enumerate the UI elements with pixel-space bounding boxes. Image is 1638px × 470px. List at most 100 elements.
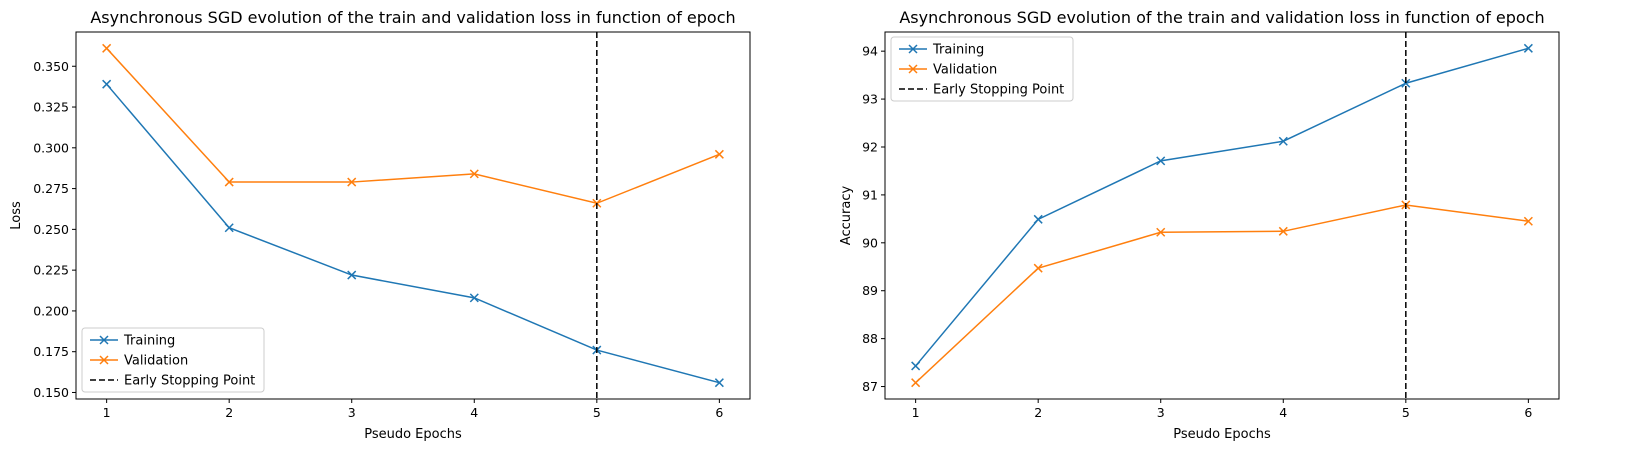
accuracy-series-training-point <box>1523 43 1533 53</box>
accuracy-legend-entry-training-marker <box>908 44 918 54</box>
loss-y-tick-label: 0.275 <box>33 181 69 196</box>
accuracy-legend-entry-validation-label: Validation <box>933 63 997 78</box>
loss-series-validation-point-stroke-b <box>714 149 724 159</box>
accuracy-x-tick-label: 4 <box>1279 405 1287 420</box>
loss-series-validation-line <box>106 47 720 205</box>
accuracy-series-training-point <box>911 361 921 371</box>
loss-series-training-point <box>714 378 724 388</box>
accuracy-series-training-point-stroke-b <box>1523 43 1533 53</box>
accuracy-series-validation-point-stroke-b <box>1523 216 1533 226</box>
accuracy-x-tick-label: 6 <box>1524 405 1532 420</box>
loss-x-tick-label: 6 <box>715 405 723 420</box>
loss-series-validation-point <box>347 177 357 187</box>
loss-legend-entry-training-marker <box>99 335 109 345</box>
loss-legend-entry-early-stopping-point-label: Early Stopping Point <box>124 374 255 389</box>
loss-chart-svg: Asynchronous SGD evolution of the train … <box>9 8 751 442</box>
accuracy-chart-svg: Asynchronous SGD evolution of the train … <box>839 8 1560 442</box>
accuracy-series-training-point-stroke-b <box>1156 156 1166 166</box>
accuracy-x-axis-label: Pseudo Epochs <box>1173 427 1271 442</box>
loss-series-training-point-stroke-b <box>224 223 234 233</box>
loss-x-tick-label: 3 <box>348 405 356 420</box>
loss-series-training-point <box>102 79 112 89</box>
accuracy-chart-title: Asynchronous SGD evolution of the train … <box>899 8 1544 27</box>
accuracy-series-training-point <box>1033 214 1043 224</box>
loss-y-axis-label: Loss <box>9 201 24 230</box>
loss-y-tick-label: 0.300 <box>33 140 69 155</box>
loss-chart: Asynchronous SGD evolution of the train … <box>9 8 751 442</box>
accuracy-y-tick-label: 87 <box>862 379 878 394</box>
loss-legend-entry-training-marker-stroke-b <box>99 335 109 345</box>
accuracy-series-training-point-stroke-b <box>1278 136 1288 146</box>
loss-plot-frame <box>75 31 751 400</box>
accuracy-legend-box <box>890 36 1074 102</box>
loss-x-axis-label: Pseudo Epochs <box>364 427 462 442</box>
loss-series-validation-point <box>714 149 724 159</box>
loss-legend-entry-training-label: Training <box>123 334 175 349</box>
loss-series-training-point <box>347 270 357 280</box>
accuracy-legend: Training Validation Early Stopping Point <box>890 36 1074 102</box>
loss-y-tick-label: 0.200 <box>33 303 69 318</box>
loss-series-validation-point <box>102 43 112 53</box>
loss-series-validation-point <box>469 169 479 179</box>
loss-legend: Training Validation Early Stopping Point <box>81 327 265 393</box>
loss-series-training-point-stroke-b <box>102 79 112 89</box>
accuracy-series-training-point <box>1401 78 1411 88</box>
accuracy-x-tick-label: 3 <box>1157 405 1165 420</box>
accuracy-series-training-point-stroke-b <box>1401 78 1411 88</box>
accuracy-series-validation-line <box>915 204 1529 384</box>
loss-series-validation-point <box>224 177 234 187</box>
accuracy-series-validation-point-stroke-b <box>1033 263 1043 273</box>
loss-series-training-point-stroke-b <box>347 270 357 280</box>
accuracy-series-training-point-stroke-b <box>1033 214 1043 224</box>
loss-series-training-point-stroke-b <box>714 378 724 388</box>
accuracy-y-tick-label: 91 <box>862 187 878 202</box>
loss-series-validation-point-stroke-b <box>224 177 234 187</box>
loss-y-tick-label: 0.325 <box>33 100 69 115</box>
loss-x-tick-label: 2 <box>225 405 233 420</box>
loss-series-validation-point-stroke-b <box>347 177 357 187</box>
accuracy-series-validation-point <box>911 378 921 388</box>
loss-series-validation-point-stroke-b <box>469 169 479 179</box>
accuracy-legend-entry-early-stopping-point-label: Early Stopping Point <box>933 83 1064 98</box>
accuracy-series-validation-point <box>1523 216 1533 226</box>
accuracy-series-validation-point <box>1156 227 1166 237</box>
accuracy-chart: Asynchronous SGD evolution of the train … <box>819 0 1638 470</box>
accuracy-legend-entry-training-label: Training <box>932 43 984 58</box>
loss-legend-entry-validation-marker-stroke-b <box>99 355 109 365</box>
loss-legend-box <box>81 327 265 393</box>
accuracy-x-tick-label: 2 <box>1034 405 1042 420</box>
accuracy-x-tick-label: 1 <box>912 405 920 420</box>
loss-x-tick-label: 1 <box>103 405 111 420</box>
loss-series-training-point-stroke-b <box>469 293 479 303</box>
accuracy-series-validation-point <box>1278 226 1288 236</box>
loss-series-training-point <box>224 223 234 233</box>
loss-legend-entry-validation-marker <box>99 355 109 365</box>
accuracy-series-validation-point <box>1033 263 1043 273</box>
accuracy-legend-entry-training-marker-stroke-b <box>908 44 918 54</box>
loss-legend-entry-validation-label: Validation <box>124 354 188 369</box>
accuracy-series-validation-point-stroke-b <box>1278 226 1288 236</box>
loss-chart-title: Asynchronous SGD evolution of the train … <box>90 8 735 27</box>
loss-series-training-line <box>106 83 720 384</box>
accuracy-series-training-line <box>915 47 1529 367</box>
accuracy-plot-frame <box>884 31 1560 400</box>
loss-x-tick-label: 5 <box>593 405 601 420</box>
accuracy-legend-entry-validation-marker <box>908 64 918 74</box>
accuracy-series-training-point <box>1156 156 1166 166</box>
loss-y-tick-label: 0.250 <box>33 222 69 237</box>
accuracy-legend-entry-validation-marker-stroke-b <box>908 64 918 74</box>
loss-series-training-point <box>469 293 479 303</box>
accuracy-y-tick-label: 89 <box>862 283 878 298</box>
accuracy-series-validation-point-stroke-b <box>1156 227 1166 237</box>
accuracy-y-tick-label: 88 <box>862 331 878 346</box>
accuracy-y-axis-label: Accuracy <box>839 186 854 246</box>
accuracy-y-tick-label: 90 <box>862 235 878 250</box>
accuracy-series-training-point-stroke-b <box>911 361 921 371</box>
accuracy-x-tick-label: 5 <box>1402 405 1410 420</box>
accuracy-y-tick-label: 94 <box>862 44 878 59</box>
accuracy-series-validation-point-stroke-b <box>911 378 921 388</box>
accuracy-series-training-point <box>1278 136 1288 146</box>
loss-y-tick-label: 0.225 <box>33 263 69 278</box>
loss-x-tick-label: 4 <box>470 405 478 420</box>
loss-y-tick-label: 0.150 <box>33 385 69 400</box>
